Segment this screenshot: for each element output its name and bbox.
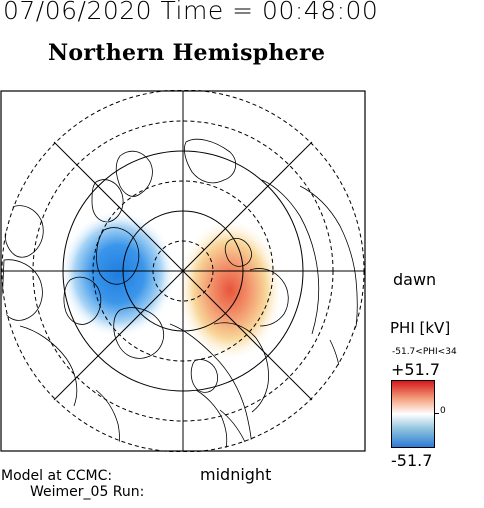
date-time-title: 07/06/2020 Time = 00:48:00	[3, 0, 379, 25]
colorbar-min-label: -51.7	[391, 451, 433, 470]
model-label: Model at CCMC:	[1, 468, 113, 484]
midnight-label: midnight	[200, 465, 272, 484]
dawn-label: dawn	[393, 270, 437, 289]
run-label: Weimer_05 Run:	[30, 484, 145, 500]
colorbar-quantity-label: PHI [kV]	[390, 319, 451, 337]
potential-cells	[60, 210, 282, 360]
colorbar	[391, 380, 435, 448]
colorbar-zero-tick	[434, 413, 439, 414]
latitude-circles	[1, 90, 365, 452]
meridian-grid	[1, 91, 365, 451]
hemisphere-title: Northern Hemisphere	[48, 40, 326, 66]
negative-potential-cell	[60, 210, 176, 338]
colorbar-zero-label: 0	[440, 406, 446, 416]
colorbar-max-label: +51.7	[391, 360, 441, 379]
colorbar-range-label: -51.7<PHI<34	[392, 347, 457, 357]
map-frame	[0, 90, 366, 452]
positive-potential-cell	[178, 220, 282, 360]
polar-potential-map	[0, 90, 366, 452]
